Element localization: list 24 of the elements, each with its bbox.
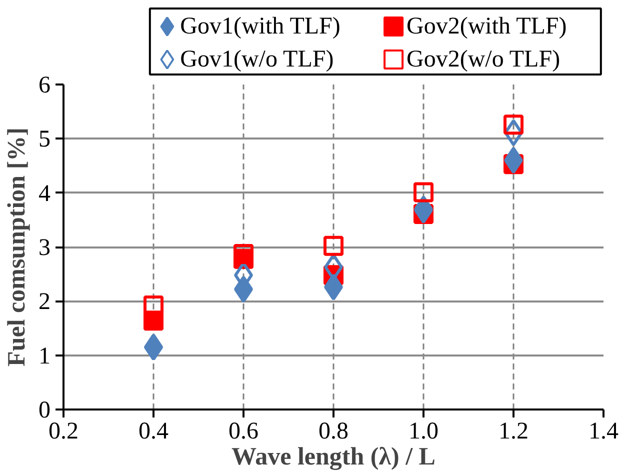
legend-label: Gov2(w/o TLF) <box>406 46 560 72</box>
point <box>324 236 344 256</box>
y-tick-label: 6 <box>38 72 50 98</box>
y-tick-label: 3 <box>38 235 50 261</box>
x-axis-title: Wave length (λ) / L <box>232 444 436 470</box>
x-tick-label: 0.4 <box>138 418 168 444</box>
x-tick-label: 0.2 <box>48 418 78 444</box>
point <box>504 114 524 135</box>
y-tick-label: 1 <box>38 343 50 370</box>
y-tick-label: 4 <box>38 180 50 207</box>
y-tick-label: 2 <box>38 289 50 316</box>
y-axis-title: Fuel comsunption [%] <box>4 128 30 366</box>
x-tick-label: 0.6 <box>228 418 258 444</box>
y-tick-label: 5 <box>38 126 50 153</box>
point <box>414 182 434 202</box>
y-tick-label: 0 <box>38 398 50 424</box>
x-tick-label: 1.2 <box>498 418 528 444</box>
legend-label: Gov2(with TLF) <box>406 14 567 40</box>
x-tick-label: 1.0 <box>408 418 438 444</box>
x-tick-label: 1.4 <box>588 418 618 444</box>
x-tick-label: 0.8 <box>318 418 348 444</box>
point <box>234 244 254 264</box>
legend-label: Gov1(w/o TLF) <box>180 46 334 72</box>
legend-label: Gov1(with TLF) <box>180 14 340 40</box>
